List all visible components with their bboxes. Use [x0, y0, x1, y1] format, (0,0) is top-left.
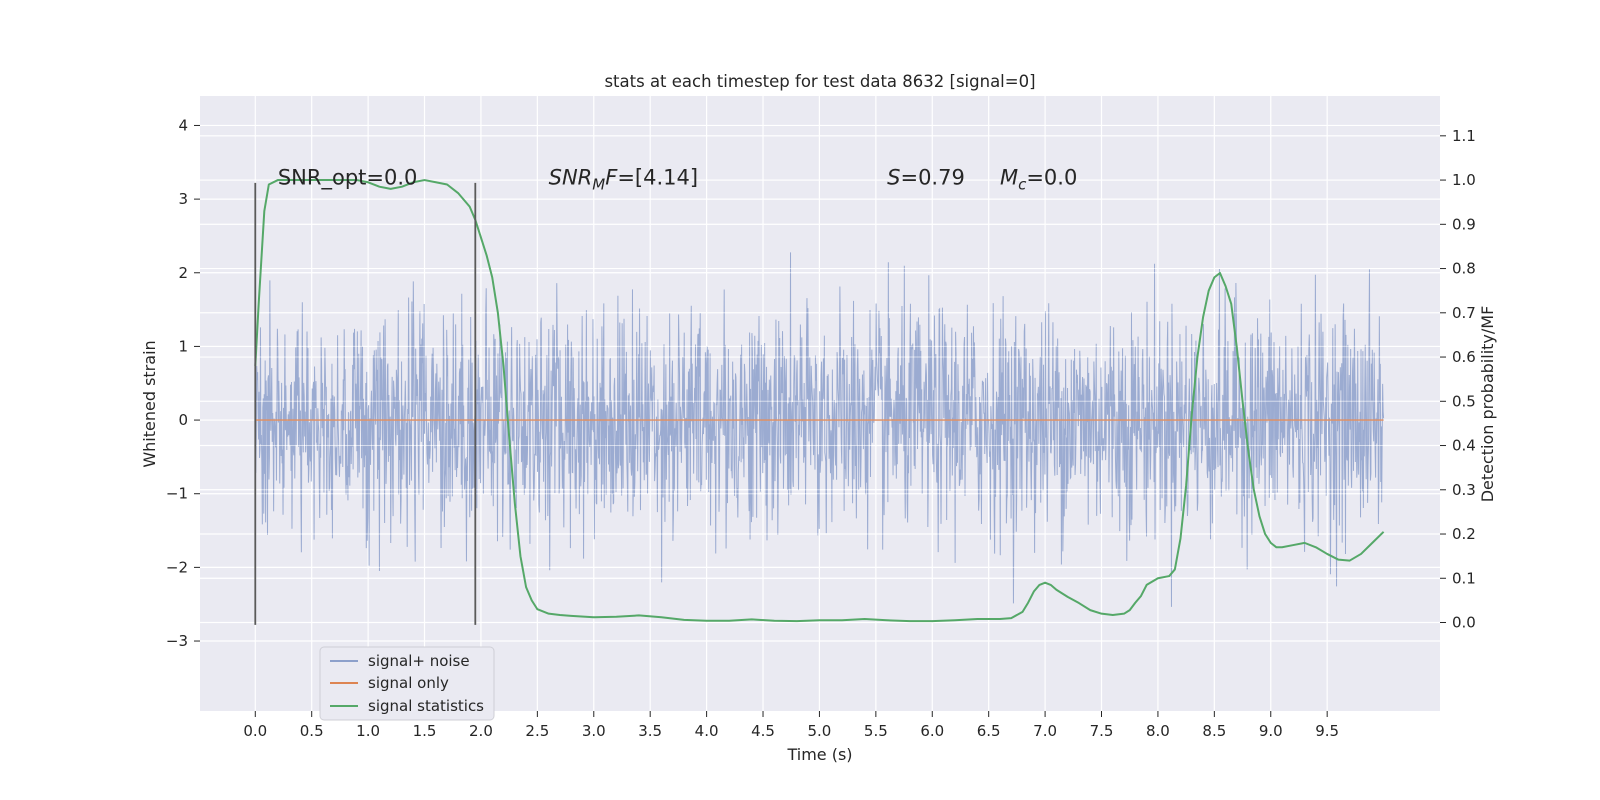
y-left-tick-label: −1 — [166, 485, 188, 503]
x-tick-label: 0.0 — [243, 722, 267, 740]
annotations: SNR_opt=0.0 SNRMF=[4.14] S=0.79 Mc=0.0 — [278, 165, 1077, 193]
x-tick-label: 9.5 — [1315, 722, 1339, 740]
y-left-tick-label: 1 — [178, 337, 188, 355]
y-left-tick-label: −3 — [166, 632, 188, 650]
legend-label-signal-only: signal only — [368, 674, 449, 692]
y-right-tick-label: 0.0 — [1452, 614, 1476, 632]
chart-title: stats at each timestep for test data 863… — [604, 72, 1035, 91]
x-tick-label: 8.5 — [1202, 722, 1226, 740]
vertical-markers — [254, 182, 477, 625]
x-axis-label: Time (s) — [786, 745, 852, 764]
legend-label-statistics: signal statistics — [368, 697, 484, 715]
legend-box — [319, 646, 495, 721]
legend-label-noise: signal+ noise — [368, 652, 470, 670]
y-left-tick-label: 2 — [178, 264, 188, 282]
y-right-tick-label: 1.0 — [1452, 171, 1476, 189]
x-tick-label: 2.0 — [469, 722, 493, 740]
x-tick-label: 0.5 — [300, 722, 324, 740]
y-right-tick-label: 0.5 — [1452, 392, 1476, 410]
y-right-tick-label: 0.6 — [1452, 348, 1476, 366]
legend: signal+ noise signal only signal statist… — [319, 646, 495, 721]
x-tick-label: 3.5 — [638, 722, 662, 740]
x-tick-label: 2.5 — [525, 722, 549, 740]
annotation-1: SNRMF=[4.14] — [549, 165, 698, 193]
x-tick-label: 8.0 — [1146, 722, 1170, 740]
x-tick-label: 1.0 — [356, 722, 380, 740]
y-right-tick-label: 1.1 — [1452, 127, 1476, 145]
x-tick-label: 6.5 — [977, 722, 1001, 740]
x-tick-label: 5.0 — [808, 722, 832, 740]
series-noise-trace — [254, 252, 1385, 607]
y-left-axis-label: Whitened strain — [140, 340, 159, 467]
x-tick-label: 7.5 — [1090, 722, 1114, 740]
y-right-tick-label: 0.1 — [1452, 569, 1476, 587]
ticks: 0.0 0.5 1.0 1.5 2.0 2.5 3.0 3.5 4.0 4.5 5.0 5.5 6.0 6… — [166, 116, 1476, 740]
line-series — [254, 179, 1385, 623]
y-right-tick-label: 0.7 — [1452, 304, 1476, 322]
y-right-tick-label: 0.4 — [1452, 437, 1476, 455]
x-tick-label: 5.5 — [864, 722, 888, 740]
annotation-2: S=0.79 — [887, 165, 965, 189]
noise-trace — [200, 124, 1440, 642]
x-tick-label: 7.0 — [1033, 722, 1057, 740]
y-left-tick-label: 4 — [178, 116, 188, 134]
y-left-tick-label: 3 — [178, 190, 188, 208]
y-right-tick-label: 0.9 — [1452, 215, 1476, 233]
x-tick-label: 4.5 — [751, 722, 775, 740]
series-signal-statistics — [254, 179, 1385, 623]
annotation-0: SNR_opt=0.0 — [278, 165, 418, 190]
y-right-tick-label: 0.8 — [1452, 260, 1476, 278]
x-tick-label: 6.0 — [920, 722, 944, 740]
y-right-tick-label: 0.3 — [1452, 481, 1476, 499]
y-right-tick-label: 0.2 — [1452, 525, 1476, 543]
x-tick-label: 1.5 — [413, 722, 437, 740]
x-tick-label: 4.0 — [695, 722, 719, 740]
y-left-tick-label: 0 — [178, 411, 188, 429]
y-right-axis-label: Detection probability/MF — [1478, 306, 1497, 503]
y-left-tick-label: −2 — [166, 558, 188, 576]
x-tick-label: 3.0 — [582, 722, 606, 740]
x-tick-label: 9.0 — [1259, 722, 1283, 740]
annotation-3: Mc=0.0 — [1000, 165, 1077, 193]
